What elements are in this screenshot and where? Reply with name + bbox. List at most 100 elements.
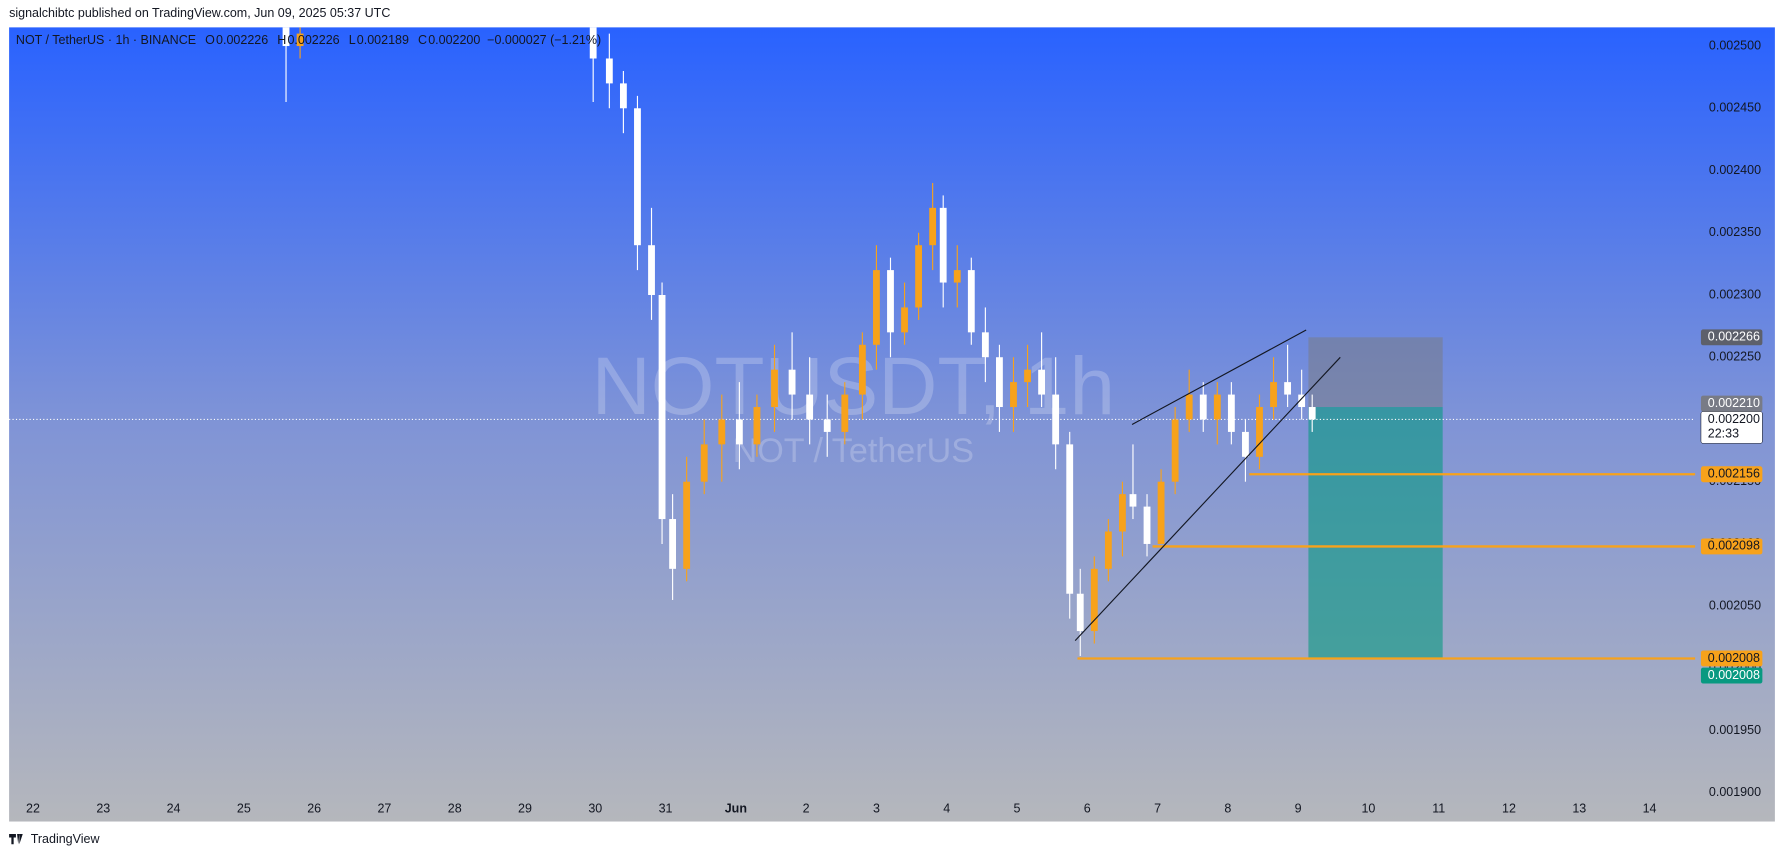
symbol-legend: NOT / TetherUS · 1h · BINANCE O0.002226 H0… [16,33,601,47]
candle-body [1038,369,1046,395]
candle-body [718,419,726,445]
candle-body [1298,394,1306,408]
level-badge-label: 0.002156 [1708,467,1760,481]
target-badge [1700,667,1763,684]
countdown: 22:33 [1708,427,1739,441]
candle-body [915,245,923,308]
level-badge [1700,538,1763,555]
target-zone [1308,407,1443,659]
x-tick-label: 31 [659,801,673,815]
x-tick-label: 22 [26,801,40,815]
x-tick-label: 10 [1361,801,1375,815]
y-tick-label: 0.002350 [1709,225,1761,239]
candle-body [1010,382,1017,408]
candle-body [996,357,1003,408]
ohlc-key: L [349,33,356,47]
candle-body [873,270,880,345]
x-tick-label: 13 [1572,801,1586,815]
candle-body [901,307,908,333]
x-tick-label: 3 [873,801,880,815]
x-tick-label: 6 [1084,801,1091,815]
candle-body [1090,568,1098,632]
candle-body [939,207,947,283]
candle-body [619,83,627,109]
candle-body [858,344,866,395]
candle-body [700,444,708,482]
trend-line-upper [1131,329,1307,425]
ohlc-value: 0.002189 [357,33,409,47]
plot-area [9,27,1696,660]
candle-body [953,270,961,283]
x-tick-label: 27 [377,801,391,815]
stop-badge [1700,329,1763,346]
candle-body [1256,407,1263,457]
candle-body [1066,444,1074,594]
candle-body [887,270,894,333]
x-tick-label: 26 [307,801,321,815]
watermark-sub: NOT / TetherUS [733,432,975,470]
candle-body [683,481,691,569]
stop-badge-label: 0.002266 [1708,330,1760,344]
y-tick-label: 0.002400 [1709,163,1761,177]
y-tick-label: 0.002300 [1709,287,1761,301]
watermark: NOTUSDT, 1h [592,341,1115,432]
candle-body [605,58,613,84]
y-tick-label: 0.002500 [1709,38,1761,52]
y-tick-label: 0.002450 [1709,101,1761,115]
publisher-line: signalchibtc published on TradingView.co… [9,6,390,20]
x-tick-label: 5 [1014,801,1021,815]
candle-body [967,270,975,333]
x-tick-label: 12 [1502,801,1516,815]
x-tick-label: 14 [1643,801,1657,815]
candle-body [1157,481,1165,544]
x-tick-label: 30 [588,801,602,815]
candle-body [669,519,677,569]
x-tick-label: 24 [167,801,181,815]
chart-background [9,27,1775,822]
ohlc-key: O [205,33,215,47]
candle-body [1270,382,1277,408]
ohlc-value: 0.002226 [216,33,268,47]
candle-body [1119,494,1126,532]
candle-body [1284,382,1292,395]
x-tick-label: 25 [237,801,251,815]
candle-body [658,294,666,520]
entry-badge [1700,395,1763,412]
ohlc-key: H [277,33,286,47]
price-badge [1700,411,1763,444]
x-tick-label: 11 [1432,801,1445,815]
y-tick-label: 0.001900 [1709,785,1761,799]
candle-body [296,33,304,47]
candle-body [823,419,831,432]
level-badge [1700,650,1763,667]
y-tick-label: 0.002050 [1709,598,1761,612]
candle-body [1076,593,1084,632]
candle-body [929,207,937,246]
footer-brand: TradingView [31,832,101,846]
candle-body [1143,506,1151,544]
candle-body [648,245,655,295]
level-badge-label: 0.002098 [1708,539,1760,553]
ohlc-value: 0.002200 [428,33,480,47]
ohlc-key: C [418,33,427,47]
x-tick-label: Jun [725,801,747,815]
x-tick-label: 23 [96,801,110,815]
x-tick-label: 9 [1295,801,1302,815]
x-tick-label: 8 [1224,801,1231,815]
candle-body [1308,407,1316,420]
candle-body [589,27,597,59]
candle-body [1129,494,1137,507]
candle-body [841,394,849,432]
candle-body [981,332,989,358]
x-tick-label: 28 [448,801,462,815]
candle-body [1199,394,1207,420]
candle-body [1052,394,1060,445]
price-badge-label: 0.002200 [1708,412,1760,426]
candle-body [634,108,641,246]
tradingview-logo [9,834,23,845]
axes: 0.0019000.0019500.0020000.0020500.002100… [26,38,1763,815]
level-badge-label: 0.002008 [1708,651,1760,665]
ohlc-value: 0.002226 [287,33,339,47]
candle-body [1242,431,1249,457]
candle-body [1171,419,1179,482]
